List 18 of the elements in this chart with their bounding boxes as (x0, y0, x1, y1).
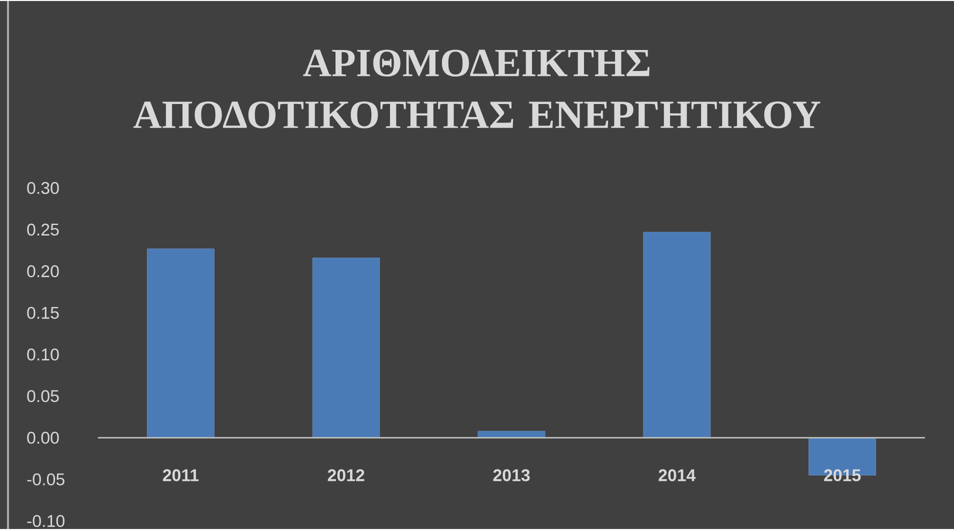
x-tick-label: 2012 (328, 469, 364, 482)
y-tick-label: 0.30 (27, 182, 59, 194)
y-tick-label: 0.15 (27, 306, 59, 319)
y-tick-label: 0.05 (27, 390, 59, 402)
bar (312, 258, 380, 438)
x-tick-label: 2013 (493, 469, 530, 482)
chart-title: ΑΡΙΘΜΟΔΕΙΚΤΗΣ ΑΠΟΔΟΤΙΚΟΤΗΤΑΣ ΕΝΕΡΓΗΤΙΚΟΥ (133, 50, 820, 128)
x-tick-label: 2015 (824, 469, 861, 482)
bar (147, 248, 214, 438)
y-tick-label: 0.10 (27, 348, 59, 360)
y-tick-label: -0.10 (27, 514, 64, 527)
bar (643, 232, 711, 438)
x-tick-label: 2014 (658, 469, 696, 482)
y-tick-label: 0.25 (27, 223, 59, 236)
x-tick-label: 2011 (162, 469, 199, 482)
y-tick-label: 0.00 (27, 432, 59, 444)
y-tick-label: -0.05 (27, 473, 64, 486)
y-tick-label: 0.20 (27, 265, 59, 278)
